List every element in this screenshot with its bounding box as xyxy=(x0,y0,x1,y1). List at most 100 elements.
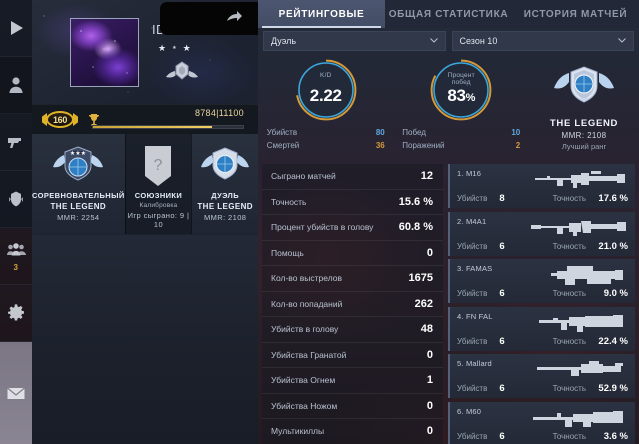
stat-label: Мультикиллы xyxy=(271,426,325,437)
weapon-row[interactable]: 3. FAMAS Убийств 6 Точность 9.0 % xyxy=(448,259,635,303)
wins-label: Побед xyxy=(402,128,426,137)
weapon-name: 3. FAMAS xyxy=(457,264,493,273)
rank-card-mmr: MMR: 2108 xyxy=(203,213,247,222)
weapon-row[interactable]: 4. FN FAL Убийств 6 Точность 22.4 % xyxy=(448,306,635,351)
share-icon[interactable] xyxy=(225,8,243,26)
stat-value: 0 xyxy=(426,246,433,259)
stat-label: Сыграно матчей xyxy=(271,171,336,182)
weapons-list: 1. M16 Убийств 8 Точность 17.6 % 2. M4A1 Убийс… xyxy=(448,164,635,444)
svg-text:?: ? xyxy=(154,157,163,174)
tab-ranked[interactable]: РЕЙТИНГОВЫЕ xyxy=(258,0,385,28)
nav-item-mail[interactable] xyxy=(0,342,32,444)
level-wing-left xyxy=(42,113,47,126)
weapon-kills-label: Убийств xyxy=(457,384,488,393)
xp-progress: 8784|11100 xyxy=(92,108,244,129)
tab-match-history[interactable]: ИСТОРИЯ МАТЧЕЙ xyxy=(512,0,639,28)
weapon-kills-value: 6 xyxy=(499,383,505,394)
stat-row: Убийства Огнем 1 xyxy=(262,368,443,394)
rank-card-mmr: Игр сыграно: 9 | 10 xyxy=(127,211,190,229)
mallard-icon xyxy=(527,357,631,383)
weapon-name: 6. M60 xyxy=(457,406,482,416)
weapon-footer: Убийств 6 Точность 21.0 % xyxy=(457,241,628,252)
level-badge: 160 xyxy=(42,111,78,128)
weapon-kills-label: Убийств xyxy=(457,336,488,346)
wins-row: Побед 10 xyxy=(402,126,520,139)
stat-row: Кол-во выстрелов 1675 xyxy=(262,266,443,292)
nav-item-friends[interactable]: 3 xyxy=(0,228,32,285)
nav-item-rank[interactable] xyxy=(0,171,32,228)
stat-row: Точность 15.6 % xyxy=(262,189,443,215)
weapon-kills-value: 6 xyxy=(499,430,505,442)
weapon-footer: Убийств 6 Точность 9.0 % xyxy=(457,288,628,299)
winrate-gauge: Процент побед 83% xyxy=(429,58,493,122)
stat-row: Процент убийств в голову 60.8 % xyxy=(262,215,443,241)
weapon-accuracy-label: Точность xyxy=(552,384,586,393)
rank-card-title: ДУЭЛЬ xyxy=(211,191,240,200)
avatar-glint xyxy=(71,19,138,86)
kd-gauge-value: 2.22 xyxy=(309,86,342,105)
stat-row: Помощь 0 xyxy=(262,240,443,266)
weapon-kills-value: 8 xyxy=(499,193,505,204)
season-dropdown-value: Сезон 10 xyxy=(459,36,498,46)
rank-card-competitive[interactable]: ★★★ СОРЕВНОВАТЕЛЬНЫЙ THE LEGEND MMR: 225… xyxy=(32,134,125,234)
kd-kills-value: 80 xyxy=(375,128,385,137)
weapon-footer: Убийств 6 Точность 22.4 % xyxy=(457,336,628,347)
best-rank-label: Лучший ранг xyxy=(561,142,607,151)
friends-count-badge: 3 xyxy=(13,262,19,272)
xp-text: 8784|11100 xyxy=(194,108,244,118)
stat-row: Убийства Ножом 0 xyxy=(262,393,443,419)
losses-label: Поражений xyxy=(402,141,445,150)
nav-item-profile[interactable] xyxy=(0,57,32,114)
rank-card-duel[interactable]: ДУЭЛЬ THE LEGEND MMR: 2108 xyxy=(191,134,258,234)
nav-item-play[interactable] xyxy=(0,0,32,57)
mode-dropdown[interactable]: Дуэль xyxy=(263,31,446,51)
weapon-kills-label: Убийств xyxy=(457,289,488,298)
friends-icon xyxy=(6,241,26,261)
rank-card-title: СОЮЗНИКИ xyxy=(134,191,183,200)
level-number: 160 xyxy=(52,114,68,125)
weapon-row[interactable]: 5. Mallard Убийств 6 Точность 52.9 % xyxy=(448,354,635,398)
rank-icon xyxy=(6,189,26,209)
weapon-kills-value: 6 xyxy=(499,335,505,347)
stat-label: Убийства Ножом xyxy=(271,400,338,411)
weapon-row[interactable]: 6. M60 Убийств 6 Точность 3.6 % xyxy=(448,401,635,444)
stat-label: Убийства Огнем xyxy=(271,375,336,386)
stat-label: Помощь xyxy=(271,247,304,258)
stat-label: Убийств в голову xyxy=(271,324,339,335)
profile-hero: ID ★ ★ ★ xyxy=(32,0,258,104)
tab-general-stats[interactable]: ОБЩАЯ СТАТИСТИКА xyxy=(385,0,512,28)
xp-track xyxy=(92,125,244,129)
season-dropdown[interactable]: Сезон 10 xyxy=(451,31,634,51)
weapon-kills-value: 6 xyxy=(499,240,505,252)
kd-kills-row: Убийств 80 xyxy=(267,126,385,139)
weapon-name: 4. FN FAL xyxy=(457,311,493,321)
rank-card-rank: THE LEGEND xyxy=(197,202,253,211)
nav-item-settings[interactable] xyxy=(0,285,32,342)
stat-label: Процент убийств в голову xyxy=(271,222,374,233)
weapon-row[interactable]: 2. M4A1 Убийств 6 Точность 21.0 % xyxy=(448,211,635,256)
stat-label: Убийства Гранатой xyxy=(271,349,347,360)
rank-card-allies[interactable]: ? СОЮЗНИКИ Калибровка Игр сыграно: 9 | 1… xyxy=(124,134,192,234)
weapon-row[interactable]: 1. M16 Убийств 8 Точность 17.6 % xyxy=(448,164,635,208)
avatar[interactable] xyxy=(70,18,139,87)
xp-strip: 160 8784|11100 xyxy=(32,104,258,134)
stat-row: Убийств в голову 48 xyxy=(262,317,443,343)
clan-emblem-icon xyxy=(162,59,202,85)
settings-icon xyxy=(6,303,26,323)
nav-item-weapons[interactable] xyxy=(0,114,32,171)
rank-cards-row: ★★★ СОРЕВНОВАТЕЛЬНЫЙ THE LEGEND MMR: 225… xyxy=(32,134,258,234)
current-rank-block: THE LEGEND MMR: 2108 Лучший ранг xyxy=(529,58,639,151)
level-wing-right xyxy=(73,113,78,126)
mode-dropdown-value: Дуэль xyxy=(271,36,297,46)
stats-panel: РЕЙТИНГОВЫЕ ОБЩАЯ СТАТИСТИКА ИСТОРИЯ МАТ… xyxy=(258,0,639,444)
fnfal-icon xyxy=(527,310,631,336)
player-name-redaction xyxy=(160,2,258,35)
current-rank-mmr: MMR: 2108 xyxy=(561,131,607,140)
weapon-footer: Убийств 6 Точность 3.6 % xyxy=(457,431,628,442)
stat-value: 1675 xyxy=(408,272,433,285)
wins-value: 10 xyxy=(511,128,521,137)
stat-value: 0 xyxy=(426,399,433,412)
kd-gauge: K/D 2.22 xyxy=(294,58,358,122)
star-icon: ★ xyxy=(158,43,167,53)
